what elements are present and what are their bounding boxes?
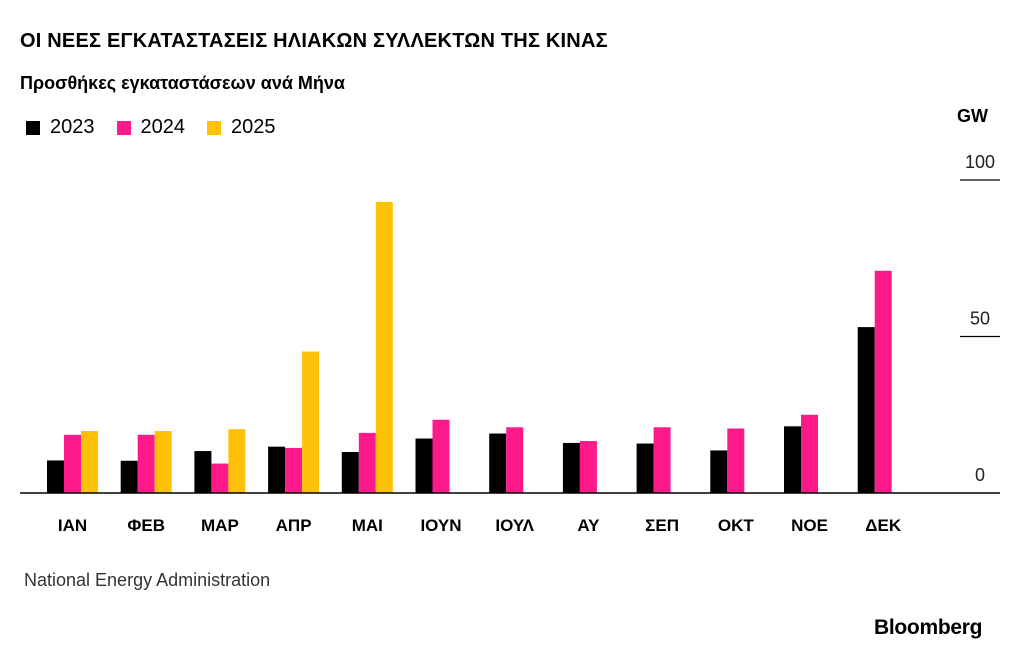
x-tick-label-3: ΜΑΡ xyxy=(201,516,239,535)
bar-2023-2 xyxy=(120,460,138,493)
legend-item-2024: 2024 xyxy=(116,116,186,139)
category-labels: ΙΑΝ ΦΕΒ ΜΑΡ ΑΠΡ ΜΑΙ ΙΟΥΝ ΙΟΥΛ ΑΥ ΣΕΠ ΟΚΤ ΝΟΕ ΔΕΚ xyxy=(58,516,902,535)
y-tick-label-100: 100 xyxy=(965,152,995,172)
y-axis-unit: GW xyxy=(957,106,988,126)
chart-subtitle: Προσθήκες εγκαταστάσεων ανά Μήνα xyxy=(20,73,345,93)
x-tick-label-2: ΦΕΒ xyxy=(127,516,165,535)
bar-2024-11 xyxy=(801,414,818,493)
bar-2023-8 xyxy=(562,442,580,493)
bar-2024-3 xyxy=(211,463,229,493)
y-tick-label-0: 0 xyxy=(975,465,985,485)
legend: 2023 2024 2025 xyxy=(26,116,298,139)
bar-2023-7 xyxy=(489,433,507,493)
x-tick-label-6: ΙΟΥΝ xyxy=(420,516,461,535)
bar-2024-2 xyxy=(137,434,155,493)
x-tick-label-8: ΑΥ xyxy=(577,516,600,535)
bar-2024-1 xyxy=(64,434,81,493)
bar-2023-10 xyxy=(710,450,728,493)
bloomberg-logo: Bloomberg xyxy=(874,616,983,639)
bar-2024-5 xyxy=(358,432,376,493)
bar-2025-3 xyxy=(228,429,246,493)
bar-2023-1 xyxy=(47,460,64,493)
legend-item-2025: 2025 xyxy=(207,116,276,139)
bar-2023-3 xyxy=(194,451,212,493)
bar-2024-8 xyxy=(579,441,597,493)
x-tick-label-4: ΑΠΡ xyxy=(276,516,312,535)
bar-2025-5 xyxy=(375,201,393,493)
x-tick-label-9: ΣΕΠ xyxy=(645,516,679,535)
legend-item-2023: 2023 xyxy=(26,116,95,139)
bar-2023-12 xyxy=(857,327,875,493)
x-tick-label-12: ΔΕΚ xyxy=(865,516,902,535)
legend-swatch-2024 xyxy=(116,120,131,135)
bar-2023-4 xyxy=(268,446,286,493)
gridlines: 100 50 0 xyxy=(960,152,1000,485)
legend-label-2025: 2025 xyxy=(231,116,276,138)
bar-2024-4 xyxy=(285,447,303,493)
x-tick-label-5: ΜΑΙ xyxy=(352,516,383,535)
bars xyxy=(47,201,892,493)
bar-2025-1 xyxy=(81,431,98,493)
bar-2023-5 xyxy=(341,451,359,493)
x-tick-label-7: ΙΟΥΛ xyxy=(495,516,534,535)
x-tick-label-11: ΝΟΕ xyxy=(791,516,828,535)
legend-swatch-2023 xyxy=(26,120,40,135)
legend-swatch-2025 xyxy=(207,120,221,135)
bar-2025-4 xyxy=(302,351,320,493)
bar-2024-7 xyxy=(506,427,524,493)
bar-2024-10 xyxy=(727,428,745,493)
x-tick-label-10: ΟΚΤ xyxy=(718,516,755,535)
bar-2024-12 xyxy=(874,270,892,493)
chart-title: ΟΙ ΝΕΕΣ ΕΓΚΑΤΑΣΤΑΣΕΙΣ ΗΛΙΑΚΩΝ ΣΥΛΛΕΚΤΩΝ … xyxy=(20,30,608,52)
bar-2024-6 xyxy=(432,419,450,493)
legend-label-2023: 2023 xyxy=(50,116,95,138)
legend-label-2024: 2024 xyxy=(140,116,186,138)
bar-2023-9 xyxy=(636,443,654,493)
bar-2025-2 xyxy=(154,431,172,493)
bar-2023-11 xyxy=(784,426,801,493)
x-tick-label-1: ΙΑΝ xyxy=(58,516,87,535)
y-tick-label-50: 50 xyxy=(970,309,990,329)
bar-2024-9 xyxy=(653,427,671,493)
source-note: National Energy Administration xyxy=(24,570,271,590)
bar-2023-6 xyxy=(415,438,433,493)
